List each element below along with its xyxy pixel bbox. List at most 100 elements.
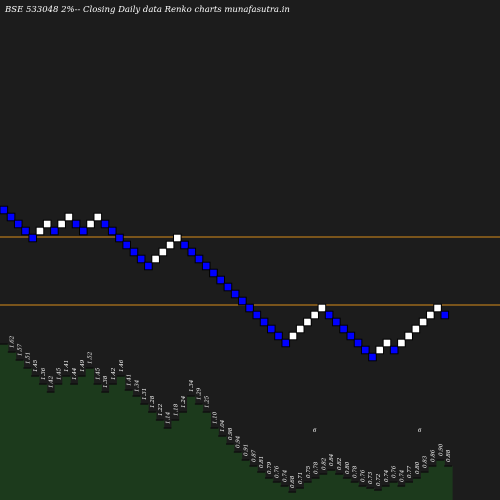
down-brick [21,226,30,236]
volume-label: 1.04 [220,419,226,432]
volume-bar [264,478,274,500]
volume-bar [374,490,383,500]
volume-label: 0.82 [337,457,343,470]
volume-bar [54,384,63,500]
up-brick [404,331,413,341]
renko-bricks [0,205,450,362]
up-brick [375,345,385,355]
volume-bar [85,368,95,500]
volume-bar [46,392,56,500]
volume-bar [202,412,212,500]
volume-label: 0.80 [345,461,351,474]
volume-bar [7,352,17,500]
down-brick [71,219,81,229]
volume-marker: 6 [418,428,422,434]
volume-label: 1.38 [103,375,109,388]
down-brick [389,345,399,355]
volume-label: 0.74 [282,469,288,482]
volume-label: 0.74 [399,469,405,482]
volume-bar [132,396,141,500]
volume-bar [389,482,399,500]
volume-label: 1.45 [95,367,101,380]
up-brick [418,317,428,327]
volume-label: 0.78 [314,461,320,474]
volume-label: 1.22 [158,403,164,416]
down-brick [440,310,450,320]
volume-label: 1.62 [10,335,16,348]
down-brick [259,317,269,327]
volume-label: 1.34 [189,379,195,392]
volume-marker: 6 [313,428,317,434]
volume-bar [327,470,336,500]
volume-labels: 1.621.571.511.451.361.421.451.411.441.49… [10,335,452,488]
down-brick [194,254,204,264]
volume-label: 0.71 [298,472,304,484]
down-brick [180,240,189,250]
down-brick [223,282,233,292]
volume-bar [444,466,453,500]
chart-title: BSE 533048 2%-- Closing Daily data Renko… [4,5,290,15]
up-brick [433,303,442,313]
up-brick [303,317,312,327]
volume-label: 1.45 [33,359,39,372]
volume-label: 1.29 [197,387,203,400]
volume-bar [163,428,173,500]
volume-bar [381,486,391,500]
volume-bar [109,384,118,500]
up-brick [64,212,74,222]
volume-bar [288,492,297,500]
volume-label: 0.76 [392,465,398,478]
volume-label: 1.44 [72,367,78,380]
down-brick [230,289,240,299]
volume-label: 0.80 [415,461,421,474]
volume-bar [366,488,375,500]
volume-label: 0.77 [407,465,413,478]
volume-bar [319,474,328,500]
down-brick [107,226,117,236]
up-brick [35,226,45,236]
down-brick [245,303,254,313]
volume-bar [272,482,282,500]
volume-label: 0.82 [321,457,327,470]
volume-bar [257,472,266,500]
volume-bar [194,404,204,500]
down-brick [0,205,9,215]
down-brick [368,352,377,362]
down-brick [332,317,341,327]
volume-bar [303,482,313,500]
volume-bar [335,474,344,500]
volume-bar [70,384,79,500]
volume-bar [38,384,48,500]
volume-bar [241,460,250,500]
down-brick [144,261,153,271]
volume-bar [124,390,134,500]
down-brick [216,275,225,285]
volume-bar [179,412,188,500]
up-brick [165,240,175,250]
volume-bar [62,376,71,500]
volume-bar [296,488,305,500]
down-brick [6,212,16,222]
volume-bar [226,444,235,500]
volume-bar [210,428,219,500]
volume-label: 0.75 [306,465,312,478]
down-brick [100,219,110,229]
down-brick [238,296,247,306]
volume-label: 0.94 [236,435,242,448]
volume-bar [15,360,24,500]
volume-label: 1.41 [64,360,70,372]
volume-bar [358,486,367,500]
volume-label: 1.51 [25,352,31,364]
up-brick [86,219,95,229]
volume-label: 0.98 [228,427,234,440]
up-brick [42,219,52,229]
volume-bar [116,376,126,500]
volume-label: 1.52 [88,351,94,364]
volume-bar [93,384,102,500]
down-brick [266,324,276,334]
up-brick [288,331,298,341]
volume-bar [420,472,430,500]
volume-label: 1.24 [181,395,187,408]
volume-bar [140,404,149,500]
